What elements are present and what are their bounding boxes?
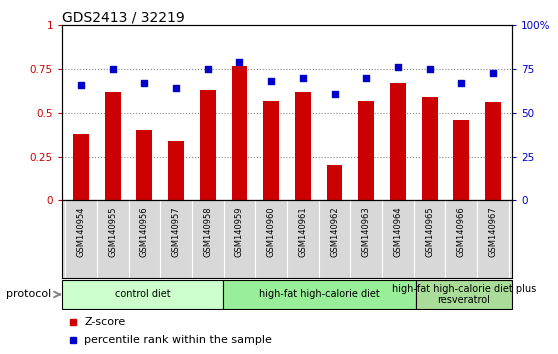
Text: GSM140954: GSM140954: [76, 207, 85, 257]
Point: [108, 67, 117, 72]
Bar: [390, 83, 406, 200]
Text: percentile rank within the sample: percentile rank within the sample: [84, 336, 272, 346]
Point: [393, 65, 402, 70]
Point: [76, 82, 85, 88]
Point: [140, 80, 149, 86]
Bar: [422, 97, 437, 200]
Text: GSM140964: GSM140964: [393, 207, 402, 257]
Bar: [168, 141, 184, 200]
Bar: [295, 92, 311, 200]
Text: Z-score: Z-score: [84, 317, 126, 327]
Point: [172, 86, 181, 91]
Text: GDS2413 / 32219: GDS2413 / 32219: [62, 10, 185, 24]
FancyBboxPatch shape: [416, 280, 512, 309]
Text: control diet: control diet: [114, 290, 170, 299]
Bar: [485, 102, 501, 200]
Point: [203, 67, 212, 72]
Text: GSM140960: GSM140960: [267, 207, 276, 257]
FancyBboxPatch shape: [62, 280, 223, 309]
Text: GSM140957: GSM140957: [171, 207, 181, 257]
Text: GSM140962: GSM140962: [330, 207, 339, 257]
Bar: [137, 131, 152, 200]
Bar: [358, 101, 374, 200]
Text: GSM140961: GSM140961: [299, 207, 307, 257]
Point: [267, 79, 276, 84]
Point: [457, 80, 466, 86]
Text: high-fat high-calorie diet: high-fat high-calorie diet: [259, 290, 379, 299]
Bar: [73, 134, 89, 200]
Text: protocol: protocol: [6, 290, 51, 299]
Text: high-fat high-calorie diet plus
resveratrol: high-fat high-calorie diet plus resverat…: [392, 284, 536, 305]
Text: GSM140959: GSM140959: [235, 207, 244, 257]
Point: [330, 91, 339, 97]
Text: GSM140963: GSM140963: [362, 207, 371, 257]
Text: GSM140965: GSM140965: [425, 207, 434, 257]
Bar: [453, 120, 469, 200]
Bar: [105, 92, 121, 200]
Text: GSM140955: GSM140955: [108, 207, 117, 257]
Text: GSM140958: GSM140958: [203, 207, 212, 257]
Bar: [263, 101, 279, 200]
Point: [488, 70, 497, 75]
Bar: [326, 165, 343, 200]
Text: GSM140956: GSM140956: [140, 207, 149, 257]
Text: GSM140967: GSM140967: [488, 207, 498, 257]
FancyBboxPatch shape: [223, 280, 416, 309]
Point: [425, 67, 434, 72]
Bar: [232, 66, 247, 200]
Point: [362, 75, 371, 81]
Point: [235, 59, 244, 65]
Point: [299, 75, 307, 81]
Text: GSM140966: GSM140966: [457, 207, 466, 257]
Bar: [200, 90, 216, 200]
